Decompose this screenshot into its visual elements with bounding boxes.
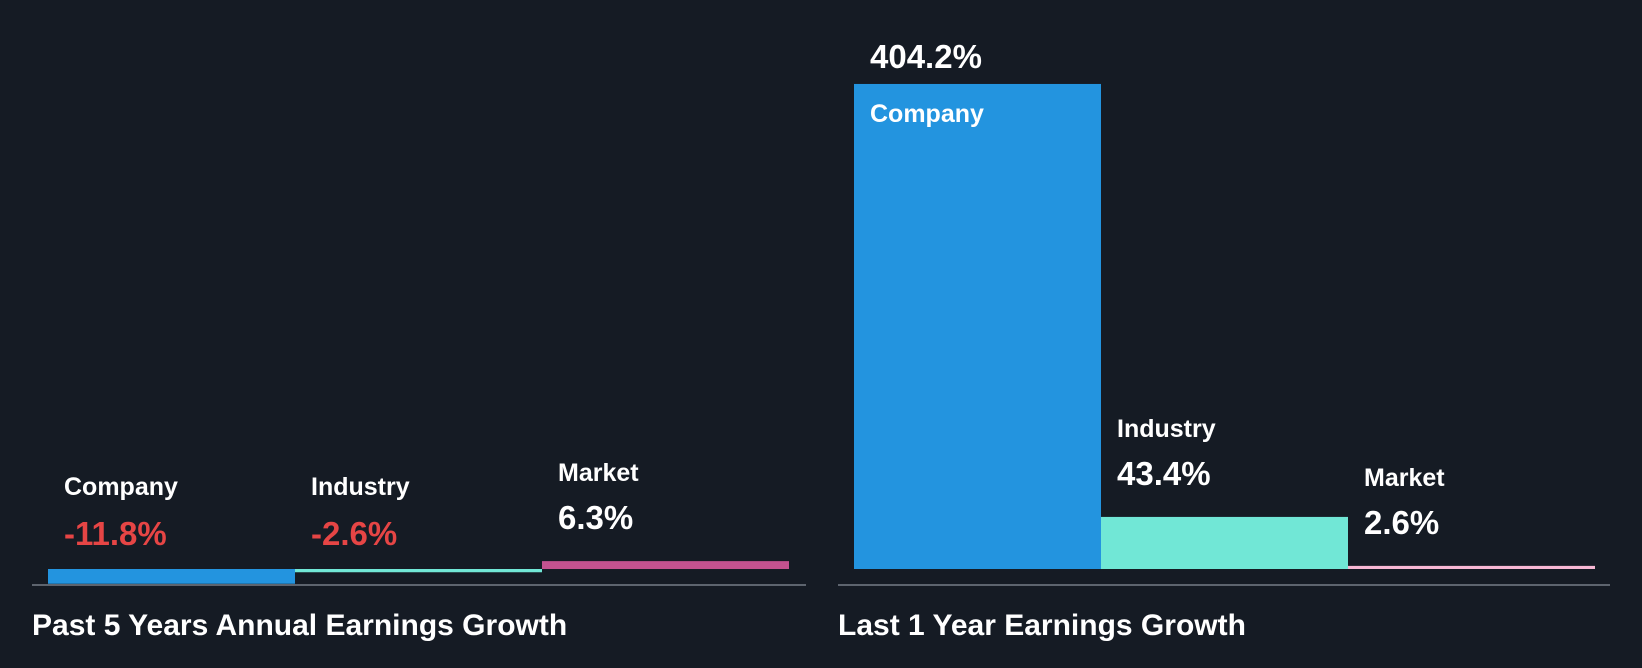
category-label: Company [64, 473, 178, 501]
chart-title: Past 5 Years Annual Earnings Growth [32, 609, 567, 642]
category-label: Industry [311, 473, 410, 501]
value-label: 404.2% [870, 38, 982, 75]
category-label: Company [870, 100, 984, 128]
bar-market [1348, 565, 1595, 569]
bar-market [542, 561, 789, 569]
bars-last-1-year: Company 404.2% Industry 43.4% Market 2.6% [854, 38, 1595, 570]
panel-past-5-years: Company -11.8% Industry -2.6% Market 6.3% Pas… [32, 459, 806, 642]
bar-company [854, 83, 1101, 570]
bars-past-5-years: Company -11.8% Industry -2.6% Market 6.3% [48, 459, 789, 584]
value-label: -11.8% [64, 515, 167, 552]
bar-company [48, 569, 295, 584]
panel-last-1-year: Company 404.2% Industry 43.4% Market 2.6% Las… [838, 38, 1610, 642]
value-label: -2.6% [311, 515, 397, 552]
chart-title: Last 1 Year Earnings Growth [838, 609, 1246, 642]
value-label: 2.6% [1364, 504, 1439, 541]
bar-industry [1101, 516, 1348, 569]
category-label: Industry [1117, 415, 1216, 443]
category-label: Market [1364, 464, 1445, 492]
category-label: Market [558, 459, 639, 487]
value-label: 43.4% [1117, 455, 1211, 492]
value-label: 6.3% [558, 499, 633, 536]
bar-industry [295, 569, 542, 573]
